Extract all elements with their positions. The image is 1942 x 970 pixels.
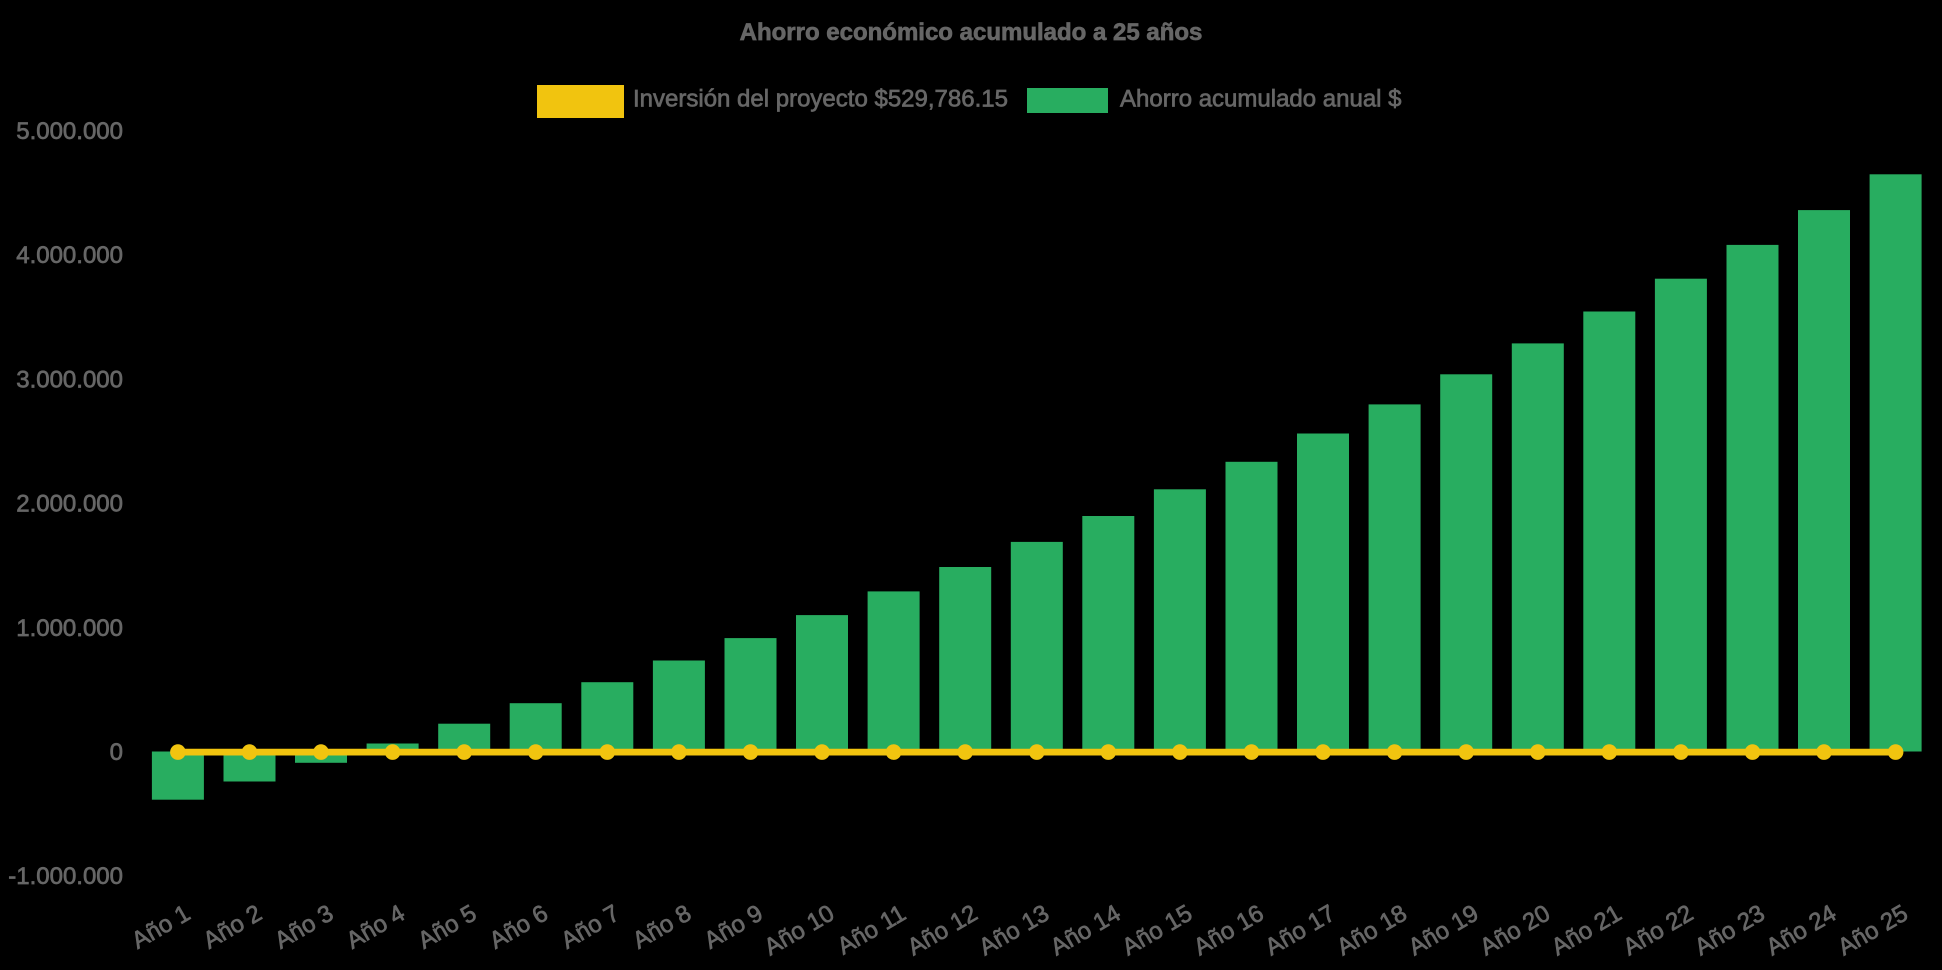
svg-text:Ahorro económico acumulado a 2: Ahorro económico acumulado a 25 años bbox=[740, 19, 1203, 46]
svg-text:-1.000.000: -1.000.000 bbox=[8, 863, 123, 890]
svg-text:Inversión del proyecto $529,78: Inversión del proyecto $529,786.15 bbox=[633, 86, 1008, 113]
svg-text:0: 0 bbox=[110, 739, 123, 766]
svg-text:Ahorro acumulado anual $: Ahorro acumulado anual $ bbox=[1120, 86, 1402, 113]
svg-text:5.000.000: 5.000.000 bbox=[16, 118, 123, 145]
svg-text:4.000.000: 4.000.000 bbox=[16, 242, 123, 269]
svg-text:1.000.000: 1.000.000 bbox=[16, 615, 123, 642]
svg-text:3.000.000: 3.000.000 bbox=[16, 366, 123, 393]
svg-text:2.000.000: 2.000.000 bbox=[16, 491, 123, 518]
